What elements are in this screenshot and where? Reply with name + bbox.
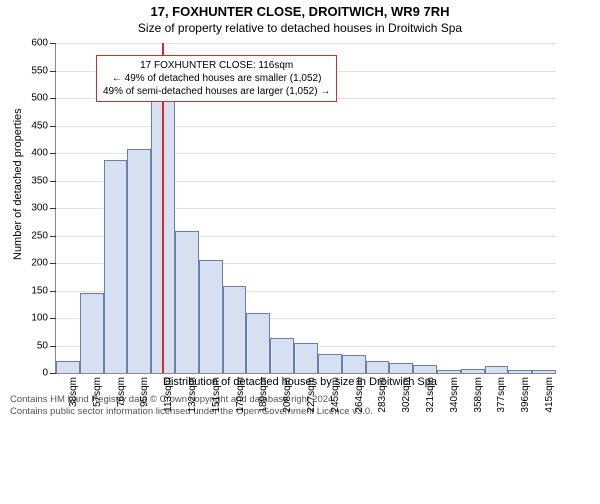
histogram-bar xyxy=(199,260,223,373)
x-tick-label: 208sqm xyxy=(282,377,293,413)
histogram-bar xyxy=(294,343,318,373)
x-tick-label: 38sqm xyxy=(68,377,79,407)
histogram-bar xyxy=(485,366,509,373)
x-tick-label: 321sqm xyxy=(425,377,436,413)
x-tick-label: 302sqm xyxy=(401,377,412,413)
y-tick-label: 500 xyxy=(31,93,48,104)
y-tick xyxy=(50,71,56,72)
histogram-bar xyxy=(223,286,247,373)
y-tick xyxy=(50,208,56,209)
y-tick-label: 300 xyxy=(31,203,48,214)
histogram-bar xyxy=(508,370,532,373)
y-tick-label: 400 xyxy=(31,148,48,159)
x-tick-label: 227sqm xyxy=(306,377,317,413)
y-tick xyxy=(50,236,56,237)
callout-line: 49% of semi-detached houses are larger (… xyxy=(103,85,330,98)
y-tick-label: 100 xyxy=(31,313,48,324)
page-title: 17, FOXHUNTER CLOSE, DROITWICH, WR9 7RH xyxy=(0,4,600,19)
callout-line: ← 49% of detached houses are smaller (1,… xyxy=(103,72,330,85)
y-tick xyxy=(50,43,56,44)
histogram-bar xyxy=(175,231,199,373)
footer-line: Contains public sector information licen… xyxy=(10,406,600,418)
x-tick-label: 264sqm xyxy=(354,377,365,413)
histogram-bar xyxy=(318,354,342,373)
histogram-bar xyxy=(127,149,151,373)
callout-line: 17 FOXHUNTER CLOSE: 116sqm xyxy=(103,59,330,72)
histogram-bar xyxy=(413,365,437,373)
x-tick-label: 113sqm xyxy=(163,377,174,412)
y-tick xyxy=(50,98,56,99)
x-tick-label: 415sqm xyxy=(544,377,555,413)
x-tick-label: 95sqm xyxy=(139,377,150,407)
x-tick-label: 340sqm xyxy=(449,377,460,413)
x-tick-label: 189sqm xyxy=(258,377,269,413)
y-tick xyxy=(50,318,56,319)
y-tick xyxy=(50,181,56,182)
y-tick xyxy=(50,291,56,292)
grid-line xyxy=(56,43,556,44)
chart-container: 05010015020025030035040045050055060038sq… xyxy=(55,43,600,374)
histogram-bar xyxy=(104,160,128,373)
y-tick-label: 550 xyxy=(31,65,48,76)
histogram-bar xyxy=(366,361,390,373)
y-tick-label: 150 xyxy=(31,285,48,296)
y-tick-label: 50 xyxy=(37,340,48,351)
x-tick-label: 396sqm xyxy=(520,377,531,413)
y-tick-label: 600 xyxy=(31,38,48,49)
histogram-bar xyxy=(246,313,270,373)
histogram-bar xyxy=(270,338,294,373)
y-tick-label: 250 xyxy=(31,230,48,241)
y-tick-label: 450 xyxy=(31,120,48,131)
x-tick-label: 377sqm xyxy=(496,377,507,413)
grid-line xyxy=(56,126,556,127)
y-tick xyxy=(50,153,56,154)
x-tick-label: 170sqm xyxy=(235,377,246,413)
y-tick xyxy=(50,346,56,347)
histogram-bar xyxy=(342,355,366,373)
histogram-bar xyxy=(389,363,413,373)
page-subtitle: Size of property relative to detached ho… xyxy=(0,21,600,35)
x-tick-label: 283sqm xyxy=(377,377,388,413)
histogram-bar xyxy=(80,293,104,373)
x-tick-label: 132sqm xyxy=(187,377,198,413)
histogram-bar xyxy=(461,369,485,373)
y-axis-label: Number of detached properties xyxy=(12,108,24,260)
y-tick xyxy=(50,263,56,264)
x-tick-label: 57sqm xyxy=(92,377,103,407)
y-tick xyxy=(50,373,56,374)
y-tick-label: 0 xyxy=(42,368,48,379)
x-tick-label: 151sqm xyxy=(211,377,222,413)
callout-box: 17 FOXHUNTER CLOSE: 116sqm← 49% of detac… xyxy=(96,55,337,102)
x-axis-label: Distribution of detached houses by size … xyxy=(0,376,600,388)
y-tick-label: 350 xyxy=(31,175,48,186)
histogram-bar xyxy=(532,370,556,373)
y-tick-label: 200 xyxy=(31,258,48,269)
x-tick-label: 245sqm xyxy=(330,377,341,413)
x-tick-label: 76sqm xyxy=(116,377,127,407)
plot-area: 05010015020025030035040045050055060038sq… xyxy=(55,43,556,374)
x-tick-label: 358sqm xyxy=(473,377,484,413)
histogram-bar xyxy=(56,361,80,373)
histogram-bar xyxy=(437,370,461,373)
y-tick xyxy=(50,126,56,127)
